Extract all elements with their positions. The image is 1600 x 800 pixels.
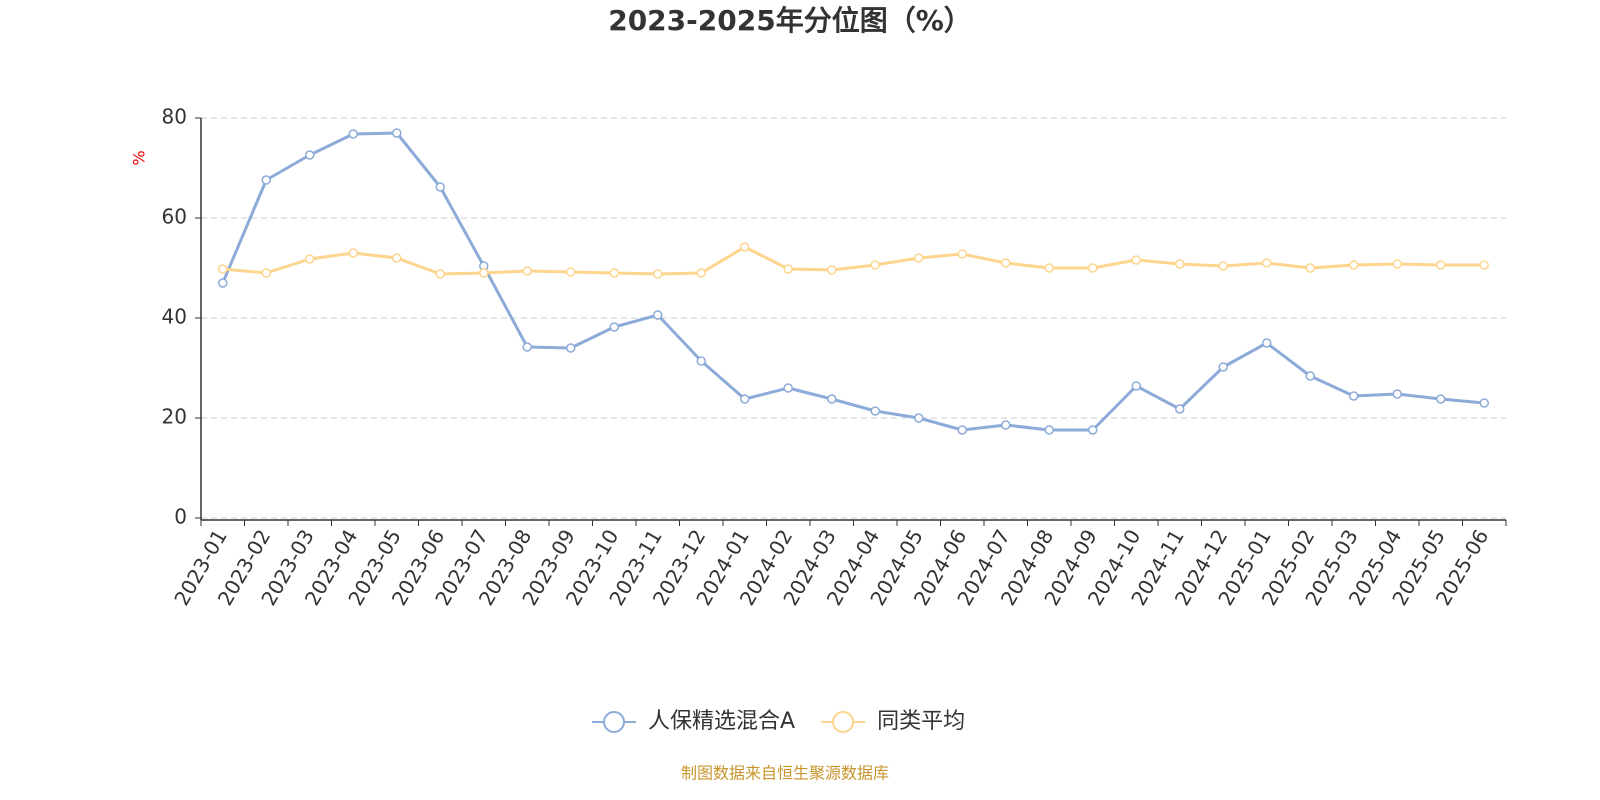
y-tick-label: 80 <box>162 105 187 129</box>
data-point <box>1001 420 1011 430</box>
data-point <box>1088 263 1098 273</box>
data-point <box>1305 263 1315 273</box>
data-point <box>522 342 532 352</box>
data-point <box>1479 398 1489 408</box>
data-point <box>914 253 924 263</box>
data-point <box>1349 260 1359 270</box>
data-point <box>696 268 706 278</box>
chart-title: 2023-2025年分位图（%） <box>608 4 972 37</box>
data-point <box>566 267 576 277</box>
data-point <box>392 253 402 263</box>
data-point <box>1131 381 1141 391</box>
data-point <box>1218 362 1228 372</box>
data-point <box>218 278 228 288</box>
data-point <box>696 356 706 366</box>
data-point <box>1305 371 1315 381</box>
legend-item: 同类平均 <box>821 709 965 734</box>
data-point <box>783 264 793 274</box>
data-point <box>1262 338 1272 348</box>
legend-label: 同类平均 <box>877 709 965 734</box>
data-point <box>435 269 445 279</box>
data-point <box>870 406 880 416</box>
data-point <box>1044 263 1054 273</box>
data-point <box>957 425 967 435</box>
data-point <box>1175 404 1185 414</box>
data-point <box>435 182 445 192</box>
data-point <box>783 383 793 393</box>
legend-item: 人保精选混合A <box>592 709 795 734</box>
data-point <box>1436 260 1446 270</box>
series-line <box>221 131 1485 432</box>
y-tick-label: 40 <box>162 305 187 329</box>
data-point <box>1044 425 1054 435</box>
data-point <box>609 268 619 278</box>
source-note: 制图数据来自恒生聚源数据库 <box>681 764 889 783</box>
y-tick-label: 60 <box>162 205 187 229</box>
data-point <box>261 175 271 185</box>
data-point <box>522 266 532 276</box>
data-point <box>305 254 315 264</box>
data-point <box>1131 255 1141 265</box>
series-line <box>222 245 1485 276</box>
data-point <box>261 268 271 278</box>
data-point <box>305 150 315 160</box>
data-point <box>392 128 402 138</box>
data-point <box>653 310 663 320</box>
data-point <box>653 269 663 279</box>
data-point <box>609 322 619 332</box>
data-point <box>914 413 924 423</box>
data-point <box>1088 425 1098 435</box>
data-point <box>1262 258 1272 268</box>
legend-marker <box>603 711 625 733</box>
legend-marker <box>832 711 855 733</box>
y-tick-label: 20 <box>162 405 187 429</box>
y-axis-label: % <box>130 150 149 165</box>
data-point <box>827 394 837 404</box>
data-point <box>827 265 837 275</box>
data-point <box>740 242 750 252</box>
data-point <box>957 249 967 259</box>
data-point <box>740 394 750 404</box>
data-point <box>1392 389 1402 399</box>
data-point <box>218 264 228 274</box>
data-point <box>1001 258 1011 268</box>
data-point <box>479 268 489 278</box>
data-point <box>566 343 576 353</box>
data-point <box>1218 261 1228 271</box>
data-point <box>1349 391 1359 401</box>
y-tick-label: 0 <box>174 505 187 529</box>
data-point <box>870 260 880 270</box>
legend-label: 人保精选混合A <box>648 709 795 734</box>
data-point <box>348 248 358 258</box>
data-point <box>1392 259 1402 269</box>
data-point <box>1175 259 1185 269</box>
data-point <box>1436 394 1446 404</box>
data-point <box>1479 260 1489 270</box>
data-point <box>348 129 358 139</box>
